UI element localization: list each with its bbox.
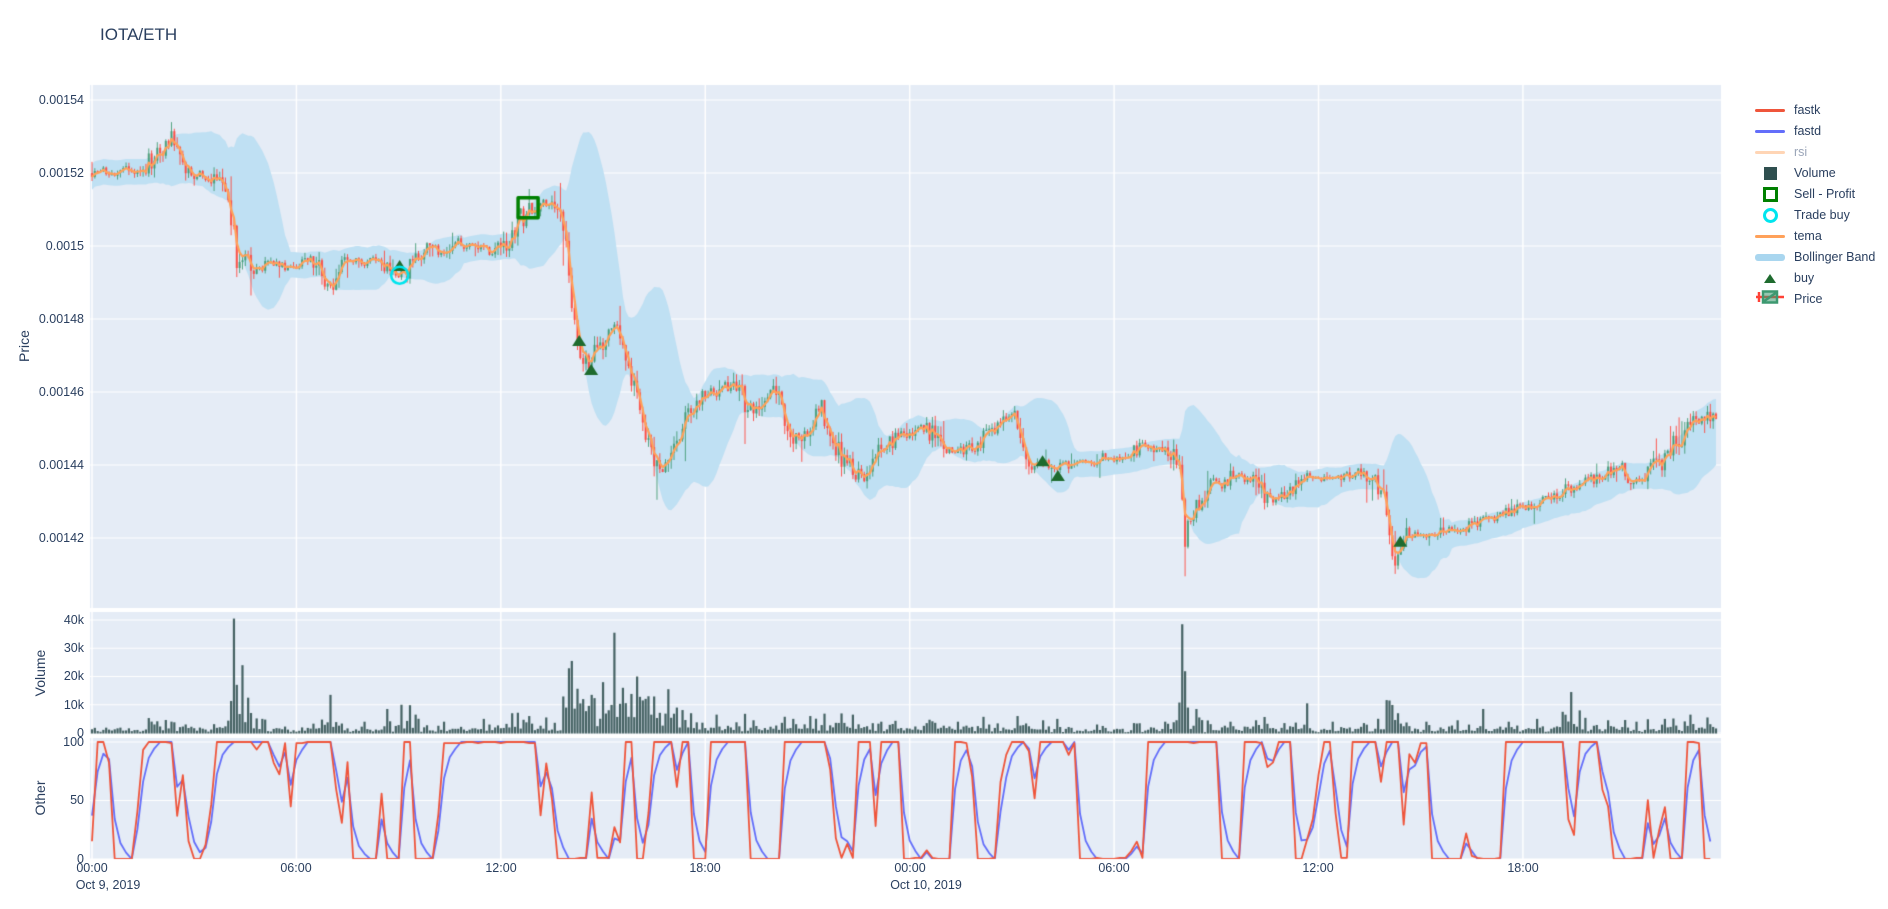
legend-label: Price xyxy=(1794,292,1823,306)
price-axis-title: Price xyxy=(16,330,32,362)
y-axis-tick: 10k xyxy=(63,698,84,712)
price-candlestick-icon xyxy=(1754,289,1786,310)
y-axis-tick: 100 xyxy=(63,735,84,749)
y-axis-tick: 0 xyxy=(77,852,84,866)
y-axis-tick: 0.0015 xyxy=(45,239,84,253)
y-axis-tick: 0.00146 xyxy=(38,385,84,399)
rsi-line-icon xyxy=(1754,150,1786,154)
legend-label: Trade buy xyxy=(1794,208,1850,222)
legend-label: fastd xyxy=(1794,124,1822,138)
legend-item-sell-profit[interactable]: Sell - Profit xyxy=(1754,184,1886,204)
legend-item-trade-buy[interactable]: Trade buy xyxy=(1754,205,1886,225)
trade-buy-circle-icon xyxy=(1754,207,1786,223)
page-title: IOTA/ETH xyxy=(100,25,178,44)
legend-label: rsi xyxy=(1794,145,1808,159)
y-axis-tick: 0.00154 xyxy=(38,93,84,107)
x-axis-tick: 18:00 xyxy=(689,861,721,875)
x-axis-tick: 06:00 xyxy=(280,861,312,875)
x-axis-tick: 00:00 xyxy=(894,861,926,875)
volume-swatch-icon xyxy=(1754,166,1786,180)
x-axis-tick: 12:00 xyxy=(485,861,517,875)
fastk-line-icon xyxy=(1754,108,1786,112)
x-axis-date-label: Oct 10, 2019 xyxy=(890,878,962,892)
legend-item-rsi[interactable]: rsi xyxy=(1754,142,1886,162)
y-axis-tick: 0.00142 xyxy=(38,531,84,545)
legend-label: fastk xyxy=(1794,103,1821,117)
legend-item-bollinger-band[interactable]: Bollinger Band xyxy=(1754,247,1886,267)
y-axis-tick: 40k xyxy=(63,613,84,627)
bollinger-band-icon xyxy=(1754,253,1786,261)
y-axis-tick: 30k xyxy=(63,641,84,655)
legend-label: Volume xyxy=(1794,166,1836,180)
y-axis-tick: 0 xyxy=(77,726,84,740)
legend-item-volume[interactable]: Volume xyxy=(1754,163,1886,183)
y-axis-tick: 0.00148 xyxy=(38,312,84,326)
x-axis-tick: 12:00 xyxy=(1302,861,1334,875)
y-axis-tick: 50 xyxy=(70,793,84,807)
x-axis-tick: 18:00 xyxy=(1507,861,1539,875)
y-axis-tick: 20k xyxy=(63,669,84,683)
legend-item-price[interactable]: Price xyxy=(1754,289,1886,309)
sell-profit-square-icon xyxy=(1754,186,1786,202)
y-axis-tick: 0.00152 xyxy=(38,166,84,180)
legend-label: tema xyxy=(1794,229,1822,243)
legend-item-tema[interactable]: tema xyxy=(1754,226,1886,246)
y-axis-tick: 0.00144 xyxy=(38,458,84,472)
x-axis-tick: 06:00 xyxy=(1098,861,1130,875)
tema-line-icon xyxy=(1754,234,1786,238)
legend-item-buy[interactable]: buy xyxy=(1754,268,1886,288)
legend-label: Sell - Profit xyxy=(1794,187,1856,201)
buy-triangle-icon xyxy=(1754,273,1786,283)
legend-label: Bollinger Band xyxy=(1794,250,1876,264)
legend-label: buy xyxy=(1794,271,1815,285)
x-axis-date-label: Oct 9, 2019 xyxy=(75,878,141,892)
x-axis-tick: 00:00 xyxy=(76,861,108,875)
legend-item-fastk[interactable]: fastk xyxy=(1754,100,1886,120)
fastd-line-icon xyxy=(1754,129,1786,133)
legend-item-fastd[interactable]: fastd xyxy=(1754,121,1886,141)
